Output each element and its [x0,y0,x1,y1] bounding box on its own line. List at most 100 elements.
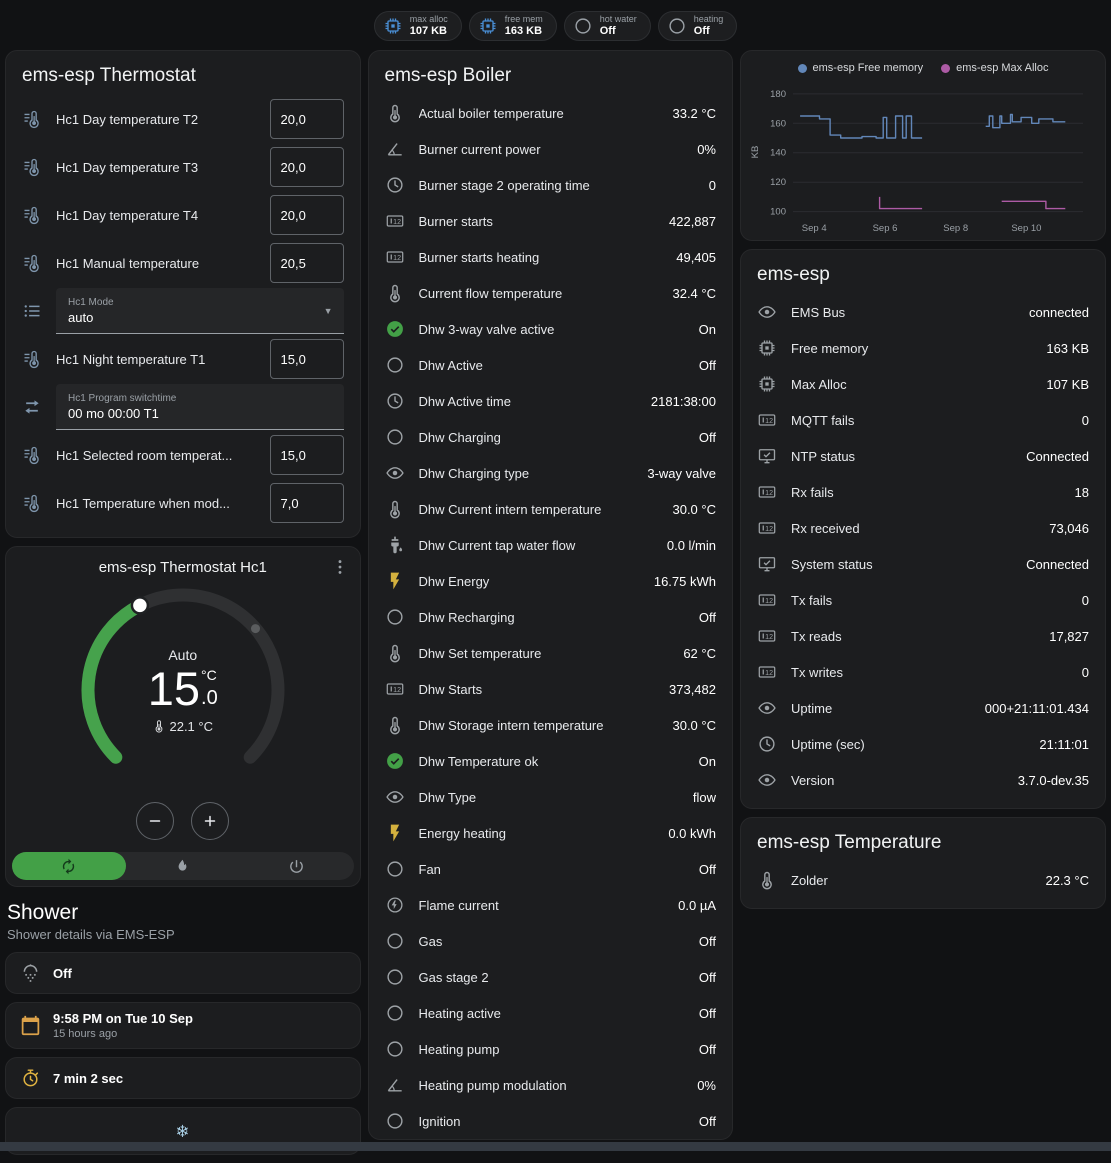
thermostat-dial[interactable]: Auto 15 °C .0 22.1 °C [73,580,293,800]
sensor-row[interactable]: 12 Rx fails 18 [741,474,1105,510]
hc1-mode-select[interactable]: Hc1 Mode auto ▼ [56,288,344,334]
sensor-row[interactable]: Uptime (sec) 21:11:01 [741,726,1105,762]
sensor-row[interactable]: 12 Tx fails 0 [741,582,1105,618]
legend-item[interactable]: ems-esp Free memory [797,62,923,74]
thermometer-lines-icon [22,109,42,129]
hvac-mode-heat-button[interactable] [126,852,240,880]
sensor-row[interactable]: Dhw Storage intern temperature 30.0 °C [369,707,733,743]
hc1-day-temperature-t4-input[interactable]: 20,0 [269,195,344,235]
shower-state[interactable]: Off [5,952,361,994]
sensor-row[interactable]: EMS Bus connected [741,294,1105,330]
legend-dot [941,63,951,73]
sensor-row[interactable]: Actual boiler temperature 33.2 °C [369,95,733,131]
sensor-row[interactable]: Dhw Current intern temperature 30.0 °C [369,491,733,527]
hc1-selected-room-temperature-input[interactable]: 15,0 [269,435,344,475]
sensor-row[interactable]: Zolder 22.3 °C [741,862,1105,898]
svg-text:12: 12 [765,489,773,497]
sensor-row[interactable]: Fan Off [369,851,733,887]
hc1-temperature-when-mode-input[interactable]: 7,0 [269,483,344,523]
hc1-manual-temperature-input[interactable]: 20,5 [269,243,344,283]
legend-item[interactable]: ems-esp Max Alloc [941,62,1048,74]
sensor-row[interactable]: Flame current 0.0 µA [369,887,733,923]
sensor-row[interactable]: Free memory 163 KB [741,330,1105,366]
sensor-row[interactable]: 12 Burner starts heating 49,405 [369,239,733,275]
sensor-row[interactable]: Dhw Charging type 3-way valve [369,455,733,491]
sensor-row[interactable]: 12 Rx received 73,046 [741,510,1105,546]
eye-icon [757,770,777,790]
sensor-row[interactable]: Dhw Active time 2181:38:00 [369,383,733,419]
mini-lines: 9:58 PM on Tue 10 Sep 15 hours ago [53,1011,193,1040]
thermometer-lines-icon [22,445,42,465]
header-badge[interactable]: free mem 163 KB [468,11,557,41]
hc1-program-switchtime-field[interactable]: Hc1 Program switchtime 00 mo 00:00 T1 [56,384,344,430]
hc1-day-temperature-t2-input[interactable]: 20,0 [269,99,344,139]
entity-label: Hc1 Day temperature T4 [56,207,199,223]
horizontal-scrollbar[interactable] [0,1142,1111,1151]
sensor-row[interactable]: Current flow temperature 32.4 °C [369,275,733,311]
sensor-row[interactable]: 12 MQTT fails 0 [741,402,1105,438]
shower-last-time[interactable]: 9:58 PM on Tue 10 Sep 15 hours ago [5,1002,361,1049]
sensor-row[interactable]: Dhw Temperature ok On [369,743,733,779]
sensor-value: 3-way valve [647,465,716,481]
hvac-mode-auto-button[interactable] [12,852,126,880]
sensor-row[interactable]: Dhw Current tap water flow 0.0 l/min [369,527,733,563]
sensor-value: 32.4 °C [672,285,716,301]
y-tick-label: 160 [770,118,786,129]
sensor-row[interactable]: Heating pump Off [369,1031,733,1067]
sensor-row[interactable]: Max Alloc 107 KB [741,366,1105,402]
sensor-row[interactable]: Ignition Off [369,1103,733,1139]
sensor-name: NTP status [791,448,856,464]
sensor-row[interactable]: 12 Tx writes 0 [741,654,1105,690]
sensor-value: 0.0 kWh [668,825,716,841]
header-badge[interactable]: max alloc 107 KB [373,11,462,41]
hc1-night-temperature-t1-input[interactable]: 15,0 [269,339,344,379]
hc1-day-temperature-t3-input[interactable]: 20,0 [269,147,344,187]
sensor-row[interactable]: 12 Tx reads 17,827 [741,618,1105,654]
sensor-row[interactable]: System status Connected [741,546,1105,582]
shower-duration[interactable]: 7 min 2 sec [5,1057,361,1099]
sensor-value: Off [698,933,716,949]
sensor-row[interactable]: 12 Burner starts 422,887 [369,203,733,239]
sensor-row[interactable]: Dhw Recharging Off [369,599,733,635]
legend-dot [797,63,807,73]
sensor-value: 0 [1081,412,1089,428]
temperature-stepper [6,802,360,840]
sensor-name: Free memory [791,340,869,356]
sensor-row[interactable]: Dhw Energy 16.75 kWh [369,563,733,599]
sensor-row[interactable]: Dhw Type flow [369,779,733,815]
temp-increase-button[interactable] [191,802,230,840]
sensor-row[interactable]: Burner current power 0% [369,131,733,167]
sensor-value: 16.75 kWh [653,573,716,589]
header-badge[interactable]: hot water Off [563,11,651,41]
sensor-value: 000+21:11:01.434 [984,700,1089,716]
hvac-mode-off-button[interactable] [240,852,354,880]
sensor-row[interactable]: Burner stage 2 operating time 0 [369,167,733,203]
sensor-row[interactable]: Dhw Charging Off [369,419,733,455]
shower-section-subtitle: Shower details via EMS-ESP [7,927,175,942]
dashboard-columns: ems-esp Thermostat Hc1 Day temperature T… [0,50,1111,1163]
sensor-name: Tx writes [791,664,843,680]
sensor-row[interactable]: Gas Off [369,923,733,959]
x-tick-label: Sep 4 [802,223,827,234]
thermometer-lines-icon [22,205,42,225]
more-options-icon[interactable] [330,557,350,577]
sensor-name: Dhw Charging [418,429,501,445]
sensor-row[interactable]: Gas stage 2 Off [369,959,733,995]
sensor-row[interactable]: Dhw Set temperature 62 °C [369,635,733,671]
sensor-row[interactable]: Dhw 3-way valve active On [369,311,733,347]
sensor-row[interactable]: Energy heating 0.0 kWh [369,815,733,851]
sensor-row[interactable]: Dhw Active Off [369,347,733,383]
sensor-row[interactable]: Heating pump modulation 0% [369,1067,733,1103]
dial-setpoint-arc [81,598,147,764]
sensor-row[interactable]: Uptime 000+21:11:01.434 [741,690,1105,726]
sensor-row[interactable]: Version 3.7.0-dev.35 [741,762,1105,798]
sensor-name: Burner stage 2 operating time [418,177,590,193]
sensor-row[interactable]: 12 Dhw Starts 373,482 [369,671,733,707]
sensor-row[interactable]: Heating active Off [369,995,733,1031]
badge-label: heating [693,14,724,24]
temp-decrease-button[interactable] [136,802,175,840]
sensor-row[interactable]: NTP status Connected [741,438,1105,474]
sensor-name: Tx reads [791,628,842,644]
header-badge[interactable]: heating Off [657,11,738,41]
dial-handle[interactable] [130,596,149,615]
